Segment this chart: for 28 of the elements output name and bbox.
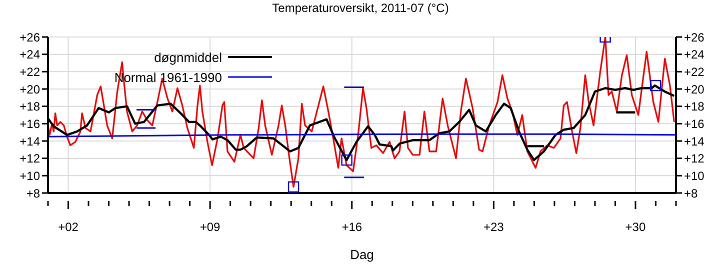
- y2-tick-label: +24: [684, 48, 705, 62]
- y-tick-label: +8: [26, 186, 40, 200]
- y-tick-label: +14: [20, 134, 40, 148]
- chart-title: Temperaturoversikt, 2011-07 (°C): [271, 0, 450, 16]
- y-tick-label: +22: [20, 64, 40, 79]
- y2-tick-label: +14: [684, 134, 705, 148]
- y-tick-label: +16: [20, 116, 40, 131]
- legend-label: døgnmiddel: [153, 50, 222, 64]
- y2-tick-label: +26: [684, 30, 705, 44]
- y-tick-label: +26: [20, 30, 40, 44]
- y-tick-label: +24: [20, 48, 40, 62]
- y2-tick-label: +16: [684, 116, 705, 131]
- y2-tick-label: +18: [684, 100, 705, 114]
- y2-tick-label: +20: [684, 82, 705, 96]
- y2-tick-label: +10: [684, 168, 705, 183]
- x-tick-label: +23: [484, 220, 504, 234]
- y2-tick-label: +22: [684, 64, 705, 79]
- y-tick-label: +12: [20, 152, 40, 166]
- x-tick-label: +02: [58, 220, 79, 234]
- x-tick-label: +30: [625, 220, 646, 234]
- x-tick-label: +09: [200, 220, 221, 234]
- x-axis-title: Dag: [350, 247, 374, 262]
- y-tick-label: +18: [20, 100, 40, 114]
- y2-tick-label: +12: [684, 152, 705, 166]
- y2-tick-label: +8: [684, 186, 698, 200]
- y-tick-label: +20: [20, 82, 40, 96]
- x-tick-label: +16: [342, 220, 362, 234]
- y-tick-label: +10: [20, 168, 40, 183]
